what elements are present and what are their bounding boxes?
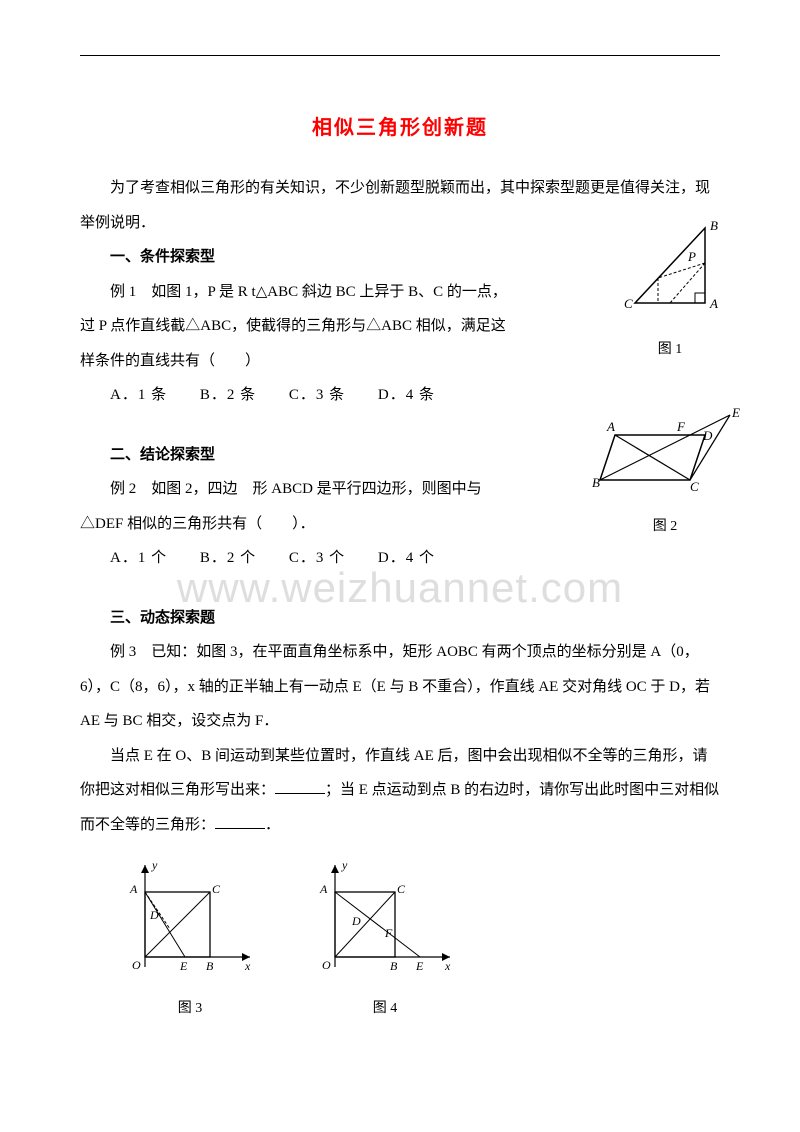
svg-text:C: C (624, 296, 633, 311)
svg-text:E: E (731, 405, 740, 420)
svg-text:E: E (179, 959, 188, 973)
figure-2-label: 图 2 (585, 511, 745, 543)
svg-text:B: B (592, 475, 600, 490)
figure-3: A C O E B D x y 图 3 (120, 857, 260, 1025)
ex3-b3: ． (265, 817, 280, 833)
opt2-a: A．1 个 (110, 550, 167, 566)
figure-2: A D B C E F 图 2 (585, 405, 745, 543)
svg-text:D: D (702, 428, 713, 443)
svg-text:O: O (132, 958, 141, 972)
blank-1 (275, 779, 325, 794)
coord-rect-icon: A C O E B D x y (120, 857, 260, 977)
svg-text:B: B (390, 959, 398, 973)
example3-text-a: 例 3 已知：如图 3，在平面直角坐标系中，矩形 AOBC 有两个顶点的坐标分别… (80, 635, 720, 739)
example3-text-b: 当点 E 在 O、B 间运动到某些位置时，作直线 AE 后，图中会出现相似不全等… (80, 739, 720, 843)
section1-head: 一、条件探索型 (110, 249, 215, 265)
svg-text:B: B (710, 218, 718, 233)
figure-4-label: 图 4 (310, 993, 460, 1025)
svg-text:A: A (606, 419, 615, 434)
opt2-c: C．3 个 (289, 550, 345, 566)
svg-text:C: C (212, 882, 221, 896)
section2-head: 二、结论探索型 (110, 447, 215, 463)
svg-text:D: D (149, 908, 159, 922)
figures-row: A C O E B D x y 图 3 A C O B E D F x (120, 857, 720, 1025)
figure-3-label: 图 3 (120, 993, 260, 1025)
example2-text: 例 2 如图 2，四边 形 ABCD 是平行四边形，则图中与△DEF 相似的三角… (80, 472, 510, 541)
svg-text:A: A (129, 882, 138, 896)
opt2-b: B．2 个 (200, 550, 256, 566)
svg-text:F: F (384, 926, 393, 940)
svg-text:B: B (206, 959, 214, 973)
blank-2 (215, 814, 265, 829)
svg-text:D: D (351, 914, 361, 928)
triangle-icon: B A C P (610, 218, 730, 318)
svg-text:F: F (676, 419, 686, 434)
svg-text:E: E (415, 959, 424, 973)
opt2-d: D．4 个 (378, 550, 435, 566)
example2-options: A．1 个 B．2 个 C．3 个 D．4 个 (80, 541, 720, 576)
section3-head: 三、动态探索题 (110, 610, 215, 626)
opt-c: C．3 条 (289, 387, 345, 403)
figure-4: A C O B E D F x y 图 4 (310, 857, 460, 1025)
top-rule (80, 55, 720, 56)
example1-text: 例 1 如图 1，P 是 R t△ABC 斜边 BC 上异于 B、C 的一点，过… (80, 275, 510, 379)
svg-text:y: y (151, 858, 158, 872)
page-title: 相似三角形创新题 (80, 105, 720, 151)
svg-text:C: C (397, 882, 406, 896)
coord-rect2-icon: A C O B E D F x y (310, 857, 460, 977)
svg-text:x: x (444, 959, 451, 973)
opt-d: D．4 条 (378, 387, 435, 403)
parallelogram-icon: A D B C E F (585, 405, 745, 495)
svg-text:x: x (244, 959, 251, 973)
svg-text:P: P (687, 249, 696, 264)
figure-1-label: 图 1 (610, 334, 730, 366)
svg-text:y: y (341, 858, 348, 872)
svg-text:O: O (322, 958, 331, 972)
opt-b: B．2 条 (200, 387, 256, 403)
svg-text:C: C (690, 479, 699, 494)
svg-text:A: A (709, 296, 718, 311)
figure-1: B A C P 图 1 (610, 218, 730, 366)
opt-a: A．1 条 (110, 387, 167, 403)
svg-text:A: A (319, 882, 328, 896)
